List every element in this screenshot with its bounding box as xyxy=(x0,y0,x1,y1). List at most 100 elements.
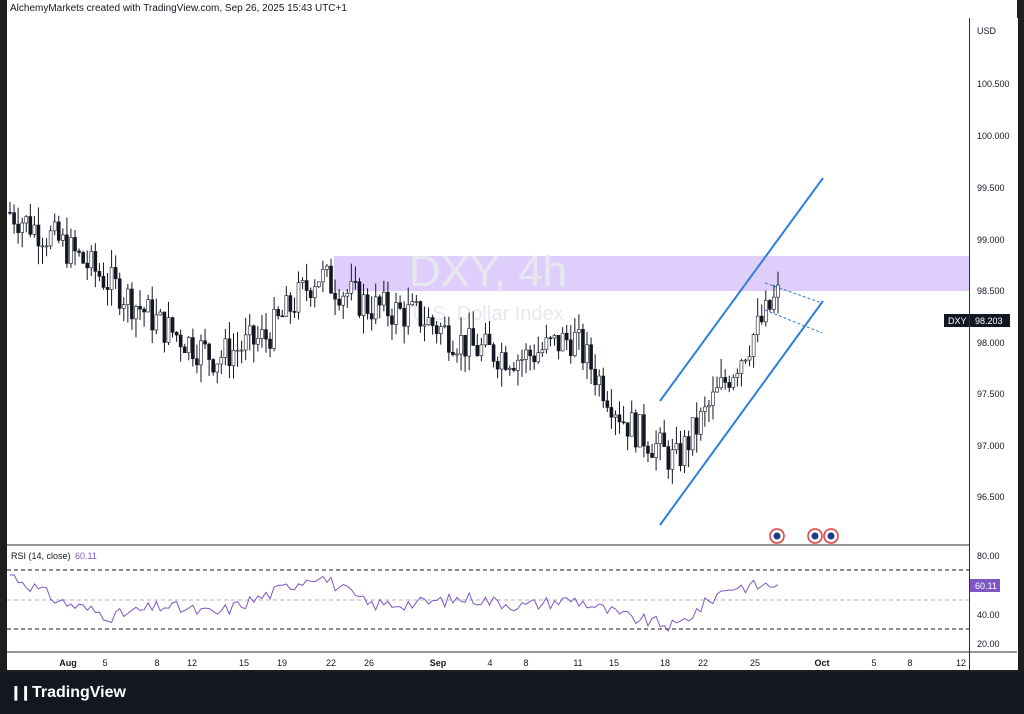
candle-body xyxy=(81,252,85,264)
resistance-zone[interactable] xyxy=(334,256,969,291)
candle-body xyxy=(337,298,341,306)
candle-body xyxy=(646,445,650,454)
candle-body xyxy=(8,212,12,214)
candle-body xyxy=(747,356,752,361)
candle-body xyxy=(589,344,593,370)
candle-body xyxy=(256,338,260,345)
candle-body xyxy=(698,411,703,435)
candle-body xyxy=(296,282,301,313)
candle-body xyxy=(581,329,585,364)
tradingview-brand: TradingView xyxy=(32,684,126,701)
candle-body xyxy=(540,349,545,354)
candle-body xyxy=(300,280,305,283)
candle-body xyxy=(556,335,561,352)
candle-body xyxy=(325,265,329,270)
price-tick-label: 100.000 xyxy=(977,131,1010,141)
candle-body xyxy=(215,363,220,373)
candle-body xyxy=(243,334,248,351)
candle-body xyxy=(508,368,512,370)
candle-body xyxy=(479,344,484,357)
candle-body xyxy=(20,222,24,233)
candle-body xyxy=(329,265,333,294)
flag-lower-line[interactable] xyxy=(764,309,823,334)
time-tick-label: 5 xyxy=(102,658,107,668)
rsi-tick-20: 20.00 xyxy=(977,639,1000,649)
candle-body xyxy=(223,338,228,358)
candle-body xyxy=(772,296,776,310)
candle-body xyxy=(731,377,736,388)
candle-body xyxy=(207,343,211,360)
time-tick-label: 12 xyxy=(956,658,966,668)
attribution-text: AlchemyMarkets created with TradingView.… xyxy=(10,3,347,14)
candle-body xyxy=(438,326,443,334)
candle-body xyxy=(548,337,553,340)
candle-body xyxy=(142,308,146,313)
candle-body xyxy=(345,293,350,297)
candle-body xyxy=(422,324,427,327)
candle-body xyxy=(36,224,41,247)
channel-lower-line[interactable] xyxy=(659,300,824,526)
candle-body xyxy=(727,382,732,388)
candle-body xyxy=(227,338,232,367)
candle-body xyxy=(73,237,77,252)
candle-body xyxy=(117,278,122,309)
candle-body xyxy=(44,245,49,248)
candle-body xyxy=(719,377,723,389)
rsi-label: RSI (14, close) xyxy=(11,551,71,561)
flag-upper-line[interactable] xyxy=(764,282,823,304)
tradingview-logo-icon: ❙❙ xyxy=(10,684,31,700)
economic-event-icon[interactable] xyxy=(823,528,839,544)
candle-body xyxy=(430,317,435,326)
time-tick-label: 15 xyxy=(609,658,619,668)
time-tick-label: 12 xyxy=(187,658,197,668)
price-tick-label: 98.000 xyxy=(977,338,1005,348)
rsi-tick-40: 40.00 xyxy=(977,610,1000,620)
candle-body xyxy=(373,296,378,320)
price-scale[interactable] xyxy=(969,18,1018,670)
candle-body xyxy=(321,269,325,283)
time-tick-label: 18 xyxy=(660,658,670,668)
candle-body xyxy=(524,349,528,360)
candle-body xyxy=(109,267,114,290)
candle-body xyxy=(219,357,224,365)
time-tick-label: Aug xyxy=(59,658,77,668)
candle-body xyxy=(577,329,581,333)
price-tick-label: 99.500 xyxy=(977,183,1005,193)
candle-body xyxy=(357,281,362,316)
candle-body xyxy=(715,387,719,393)
candle-body xyxy=(609,407,614,418)
candle-body xyxy=(65,234,69,264)
candle-body xyxy=(365,294,370,314)
candle-body xyxy=(398,302,402,309)
candle-body xyxy=(459,335,463,355)
candle-body xyxy=(235,349,240,352)
candle-body xyxy=(520,359,524,361)
candle-body xyxy=(621,421,626,424)
economic-event-icon[interactable] xyxy=(807,528,823,544)
candle-body xyxy=(126,288,130,306)
tradingview-logo[interactable]: ❙❙ TradingView xyxy=(10,684,126,702)
candle-body xyxy=(467,328,471,357)
candle-body xyxy=(536,352,541,363)
price-tick-label: 96.500 xyxy=(977,492,1005,502)
candle-body xyxy=(186,337,191,354)
watermark-name: U.S. Dollar Index xyxy=(412,303,563,325)
candle-body xyxy=(288,295,293,312)
candle-body xyxy=(552,335,557,339)
time-tick-label: 11 xyxy=(573,658,582,668)
time-tick-label: Sep xyxy=(430,658,447,668)
rsi-value-badge-text: 60.11 xyxy=(975,581,997,591)
candle-body xyxy=(703,406,707,412)
candle-body xyxy=(317,281,321,288)
candle-body xyxy=(146,299,150,313)
attribution-bar: AlchemyMarkets created with TradingView.… xyxy=(7,0,1017,18)
candle-body xyxy=(670,449,675,470)
channel-upper-line[interactable] xyxy=(659,177,824,402)
time-axis[interactable]: Aug 5 8 12 15 19 22 26 Sep 4 8 11 15 18 22 25 Oct 5 8 12 xyxy=(59,658,966,668)
candle-body xyxy=(386,291,390,317)
candle-body xyxy=(471,328,476,346)
economic-event-icon[interactable] xyxy=(769,528,785,544)
candle-body xyxy=(601,375,606,402)
candle-body xyxy=(491,344,496,362)
